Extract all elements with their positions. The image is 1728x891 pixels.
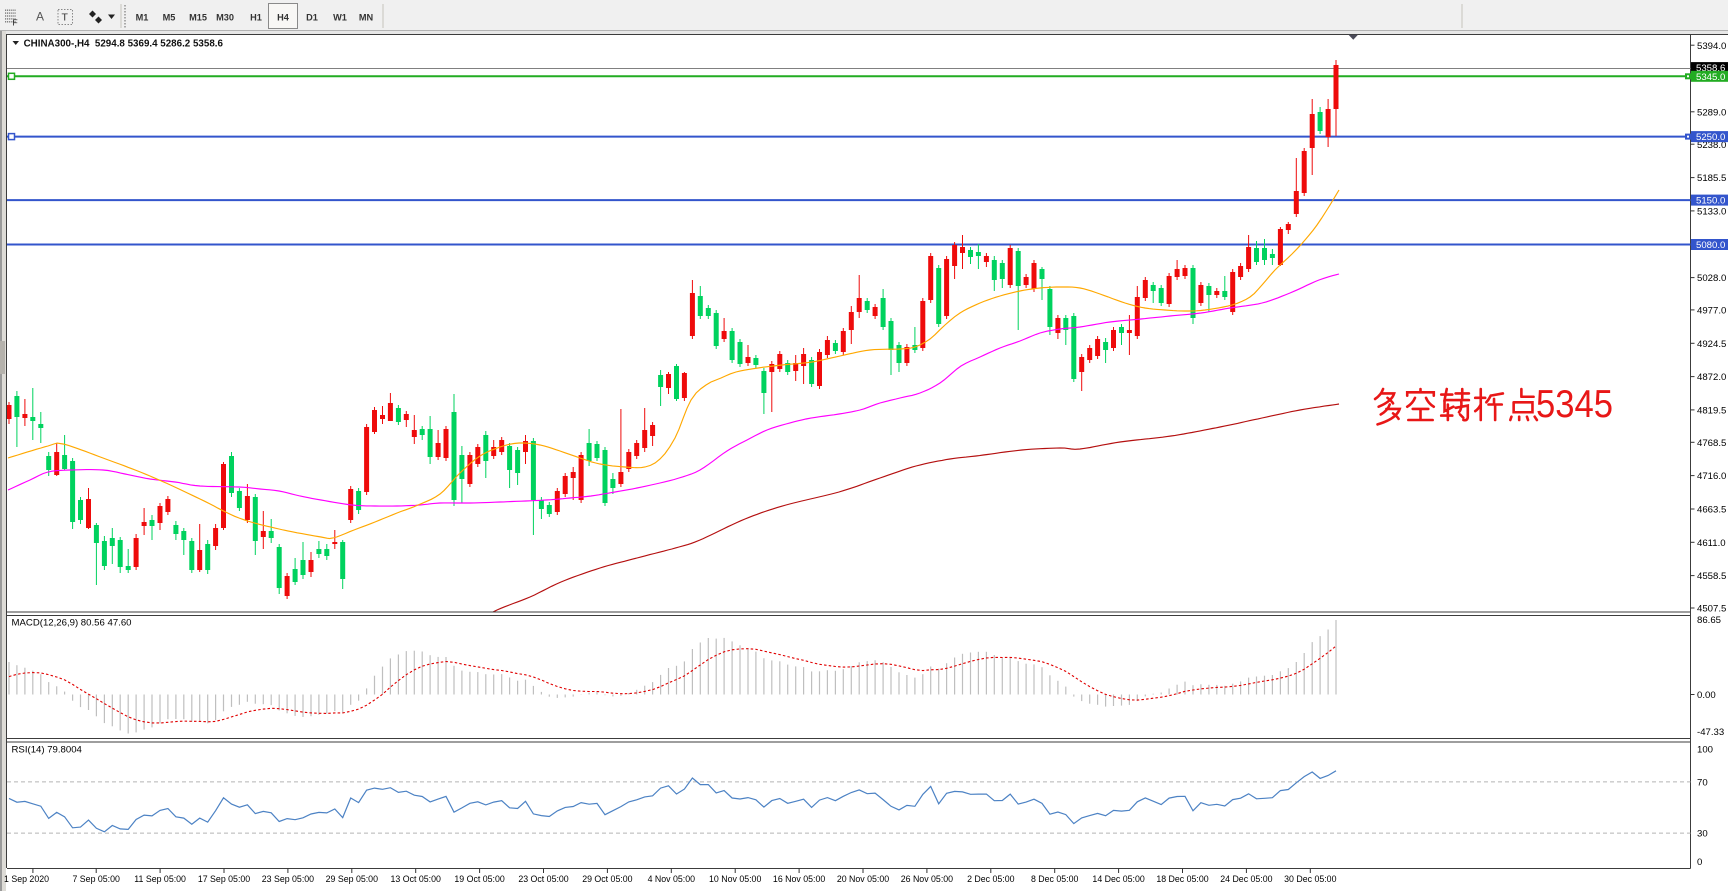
svg-text:4977.0: 4977.0 (1697, 306, 1726, 317)
svg-text:23 Oct 05:00: 23 Oct 05:00 (518, 874, 568, 884)
svg-text:4768.5: 4768.5 (1697, 438, 1726, 449)
svg-text:7 Sep 05:00: 7 Sep 05:00 (72, 874, 120, 884)
svg-text:4611.0: 4611.0 (1697, 538, 1726, 549)
svg-text:5289.0: 5289.0 (1697, 107, 1726, 118)
svg-text:24 Dec 05:00: 24 Dec 05:00 (1220, 874, 1272, 884)
svg-text:2 Dec 05:00: 2 Dec 05:00 (967, 874, 1015, 884)
svg-text:4 Nov 05:00: 4 Nov 05:00 (648, 874, 696, 884)
svg-text:18 Dec 05:00: 18 Dec 05:00 (1156, 874, 1208, 884)
svg-text:5345.0: 5345.0 (1696, 72, 1725, 83)
svg-text:-47.33: -47.33 (1697, 727, 1724, 738)
svg-text:19 Oct 05:00: 19 Oct 05:00 (454, 874, 504, 884)
svg-text:5345: 5345 (1536, 383, 1613, 426)
svg-text:5133.0: 5133.0 (1697, 207, 1726, 218)
svg-text:20 Nov 05:00: 20 Nov 05:00 (837, 874, 889, 884)
svg-text:CHINA300-,H4 5294.8 5369.4 52: CHINA300-,H4 5294.8 5369.4 5286.2 5358.6 (24, 38, 224, 49)
svg-text:0: 0 (1697, 857, 1702, 868)
svg-text:5028.0: 5028.0 (1697, 273, 1726, 284)
svg-text:D1: D1 (306, 13, 318, 23)
svg-text:29 Oct 05:00: 29 Oct 05:00 (582, 874, 632, 884)
svg-text:MACD(12,26,9) 80.56 47.60: MACD(12,26,9) 80.56 47.60 (12, 618, 132, 629)
svg-text:M1: M1 (136, 13, 149, 23)
svg-text:M5: M5 (163, 13, 176, 23)
svg-text:16 Nov 05:00: 16 Nov 05:00 (773, 874, 825, 884)
svg-text:100: 100 (1697, 745, 1713, 756)
svg-text:13 Oct 05:00: 13 Oct 05:00 (391, 874, 441, 884)
svg-text:30 Dec 05:00: 30 Dec 05:00 (1284, 874, 1336, 884)
svg-text:M30: M30 (216, 13, 234, 23)
svg-text:H4: H4 (277, 13, 290, 23)
svg-text:17 Sep 05:00: 17 Sep 05:00 (198, 874, 250, 884)
svg-text:5185.5: 5185.5 (1697, 173, 1726, 184)
svg-text:H1: H1 (250, 13, 262, 23)
svg-text:0.00: 0.00 (1697, 690, 1716, 701)
svg-text:MN: MN (359, 13, 374, 23)
svg-text:T: T (62, 12, 69, 24)
svg-text:5150.0: 5150.0 (1696, 196, 1725, 207)
svg-text:26 Nov 05:00: 26 Nov 05:00 (901, 874, 953, 884)
svg-text:8 Dec 05:00: 8 Dec 05:00 (1031, 874, 1079, 884)
svg-text:RSI(14) 79.8004: RSI(14) 79.8004 (12, 745, 83, 756)
svg-text:4663.5: 4663.5 (1697, 505, 1726, 516)
svg-text:4819.5: 4819.5 (1697, 406, 1726, 417)
svg-text:4558.5: 4558.5 (1697, 571, 1726, 582)
svg-text:5358.6: 5358.6 (1696, 63, 1725, 74)
svg-text:4507.5: 4507.5 (1697, 604, 1726, 615)
svg-text:5080.0: 5080.0 (1696, 240, 1725, 251)
svg-text:30: 30 (1697, 829, 1708, 840)
svg-text:5238.0: 5238.0 (1697, 140, 1726, 151)
svg-text:14 Dec 05:00: 14 Dec 05:00 (1092, 874, 1144, 884)
svg-text:1 Sep 2020: 1 Sep 2020 (4, 874, 49, 884)
svg-text:A: A (36, 10, 44, 24)
svg-text:86.65: 86.65 (1697, 615, 1721, 626)
svg-text:F: F (13, 18, 18, 28)
svg-text:5250.0: 5250.0 (1696, 132, 1725, 143)
svg-text:4924.5: 4924.5 (1697, 339, 1726, 350)
svg-text:4716.0: 4716.0 (1697, 471, 1726, 482)
svg-text:23 Sep 05:00: 23 Sep 05:00 (262, 874, 314, 884)
svg-text:29 Sep 05:00: 29 Sep 05:00 (326, 874, 378, 884)
svg-text:11 Sep 05:00: 11 Sep 05:00 (134, 874, 186, 884)
svg-text:70: 70 (1697, 778, 1708, 789)
svg-text:5394.0: 5394.0 (1697, 41, 1726, 52)
svg-text:10 Nov 05:00: 10 Nov 05:00 (709, 874, 761, 884)
svg-text:4872.0: 4872.0 (1697, 372, 1726, 383)
svg-text:M15: M15 (189, 13, 207, 23)
svg-text:W1: W1 (333, 13, 347, 23)
